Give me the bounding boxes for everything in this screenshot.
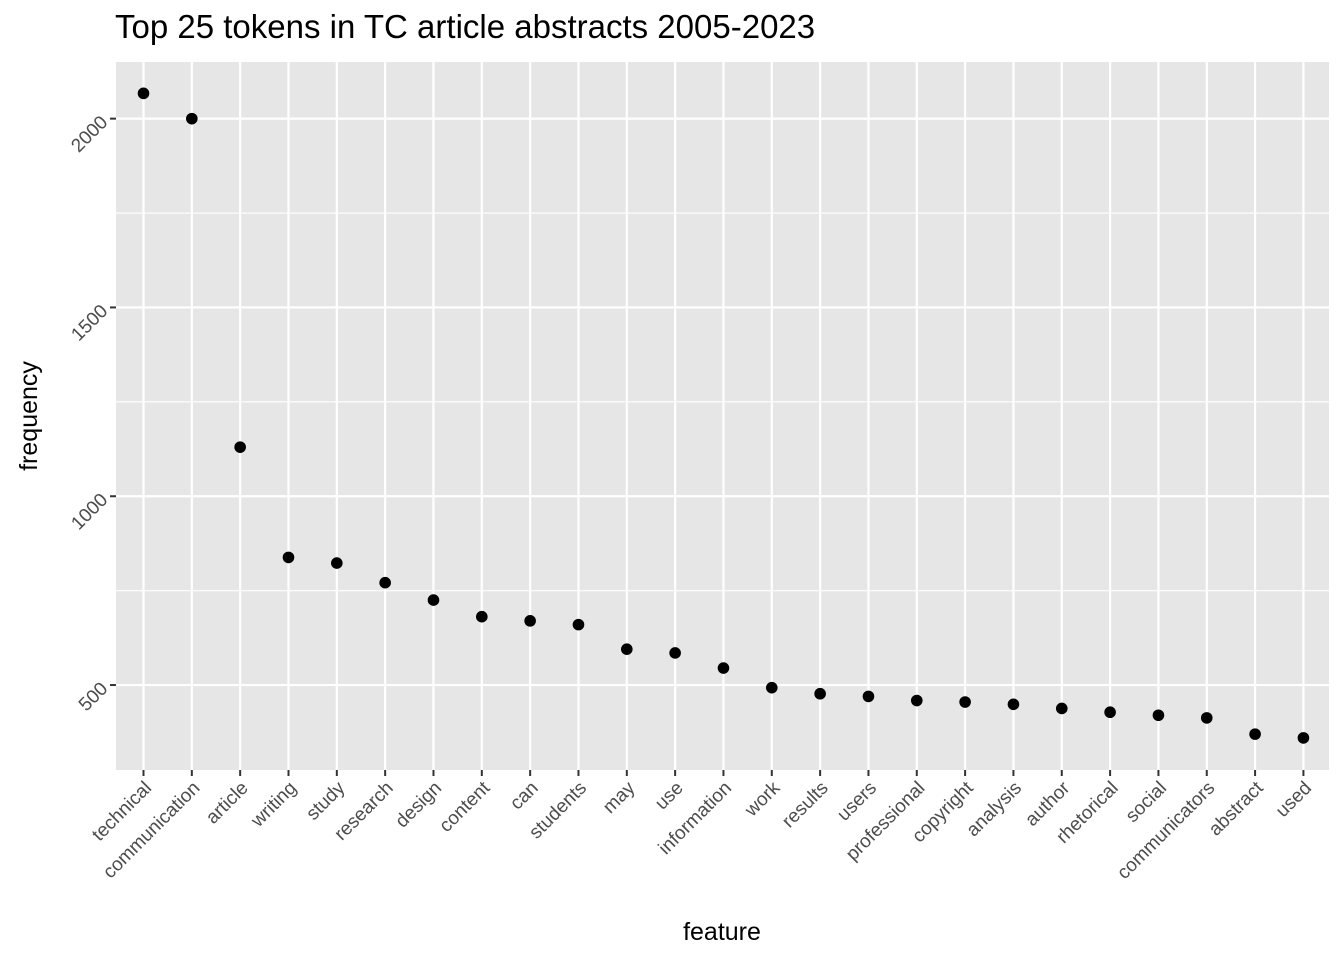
data-point <box>186 112 198 125</box>
x-tick-label: content <box>435 777 494 836</box>
data-point <box>1007 698 1020 711</box>
data-point <box>1104 706 1116 719</box>
data-point <box>621 643 633 655</box>
data-point <box>1055 702 1068 715</box>
data-point <box>814 687 826 700</box>
y-tick-label: 2000 <box>67 112 112 157</box>
x-tick-label: writing <box>247 778 301 832</box>
x-tick-label: may <box>599 777 640 818</box>
x-tick-label: can <box>506 778 543 815</box>
grid-lines <box>116 62 1329 770</box>
data-point <box>1152 709 1165 722</box>
data-point <box>669 647 681 659</box>
x-tick-label: abstract <box>1205 777 1268 840</box>
y-axis-title: frequency <box>15 361 43 471</box>
data-point <box>862 690 875 703</box>
x-tick-label: work <box>740 777 784 821</box>
x-tick-label: results <box>778 778 832 832</box>
x-axis-title: feature <box>683 918 761 946</box>
data-point <box>1249 728 1261 740</box>
data-point <box>1297 732 1310 744</box>
data-point <box>765 681 778 694</box>
chart-title: Top 25 tokens in TC article abstracts 20… <box>115 8 816 45</box>
data-point <box>524 615 536 627</box>
data-point <box>379 576 391 589</box>
data-point <box>959 696 971 708</box>
y-tick-label: 500 <box>75 678 112 715</box>
data-points <box>137 87 1310 744</box>
x-tick-label: article <box>202 778 253 829</box>
x-tick-label: use <box>651 778 688 815</box>
data-point <box>137 87 150 100</box>
y-axis-ticks: 500 1000 1500 2000 <box>67 112 116 716</box>
data-point <box>331 557 343 569</box>
data-point <box>476 610 488 623</box>
data-point <box>427 594 440 606</box>
y-tick-label: 1500 <box>67 301 112 346</box>
data-point <box>1200 712 1213 724</box>
x-tick-label: used <box>1272 778 1316 822</box>
data-point <box>717 662 730 674</box>
data-point <box>572 618 585 631</box>
data-point <box>282 551 295 564</box>
data-point <box>234 441 246 453</box>
data-point <box>910 694 923 707</box>
y-tick-label: 1000 <box>67 490 112 535</box>
